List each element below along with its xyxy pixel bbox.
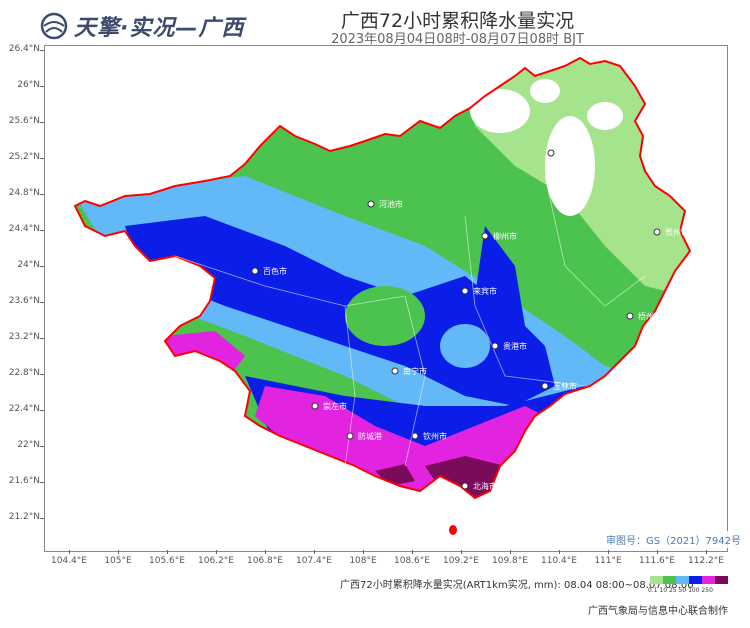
longitude-tick [69,550,70,554]
city-label: 防城港 [358,431,382,441]
latitude-tick [40,266,44,267]
city-label: 钦州市 [423,431,447,441]
legend-swatch [689,576,702,584]
longitude-label: 111.6°E [639,556,675,566]
longitude-label: 106.8°E [247,556,283,566]
city-markers: 桂林市 贺州市 柳州市 河池市 百色市 来宾市 贵港市 南宁市 崇左市 防城港 … [251,148,689,491]
legend-swatch [676,576,689,584]
longitude-label: 108°E [349,556,377,566]
longitude-tick [265,550,266,554]
city-label: 贵港市 [503,341,527,351]
latitude-tick [40,302,44,303]
legend-labels: 0.1 10 25 50 100 250 [648,587,713,594]
longitude-tick [412,550,413,554]
longitude-tick [559,550,560,554]
city-label: 玉林市 [553,381,577,391]
latitude-tick [40,122,44,123]
city-label: 百色市 [263,266,287,276]
latitude-tick [40,230,44,231]
latitude-tick [40,374,44,375]
city-label: 北海市 [473,481,497,491]
longitude-label: 105°E [104,556,132,566]
latitude-label: 24°N [17,260,40,270]
latitude-label: 24.4°N [8,224,40,234]
city-label: 桂林市 [559,148,583,158]
longitude-label: 106.2°E [198,556,234,566]
latitude-tick [40,338,44,339]
longitude-label: 108.6°E [394,556,430,566]
legend-swatch [650,576,663,584]
latitude-label: 24.8°N [8,188,40,198]
longitude-tick [118,550,119,554]
latitude-tick [40,194,44,195]
city-label: 南宁市 [403,366,427,376]
producer-credit: 广西气象局与信息中心联合制作 [588,606,728,617]
latitude-tick [40,86,44,87]
legend-swatch [702,576,715,584]
longitude-tick [314,550,315,554]
longitude-label: 111°E [594,556,622,566]
longitude-label: 109.2°E [443,556,479,566]
city-label: 柳州市 [493,231,517,241]
latitude-label: 21.2°N [8,512,40,522]
legend-swatch [663,576,676,584]
latitude-label: 25.6°N [8,116,40,126]
legend-description: 广西72小时累积降水量实况(ART1km实况, mm): 08.04 08:00… [340,580,694,591]
longitude-tick [608,550,609,554]
longitude-label: 112.2°E [688,556,724,566]
legend-swatch [715,576,728,584]
latitude-tick [40,518,44,519]
longitude-label: 110.4°E [541,556,577,566]
latitude-tick [40,158,44,159]
longitude-tick [216,550,217,554]
latitude-label: 23.6°N [8,296,40,306]
latitude-label: 22°N [17,440,40,450]
map-frame: 桂林市 贺州市 柳州市 河池市 百色市 来宾市 贵港市 南宁市 崇左市 防城港 … [44,45,728,552]
longitude-tick [461,550,462,554]
longitude-tick [706,550,707,554]
latitude-label: 25.2°N [8,152,40,162]
map-approval-number: 审图号：GS（2021）7942号 [602,531,745,548]
longitude-tick [167,550,168,554]
city-label: 河池市 [379,199,403,209]
latitude-tick [40,446,44,447]
city-label: 梧州市 [638,311,662,321]
longitude-label: 105.6°E [149,556,185,566]
map-title: 广西72小时累积降水量实况 [340,10,575,32]
city-label: 贺州市 [665,227,689,237]
longitude-tick [510,550,511,554]
precipitation-map: 桂林市 贺州市 柳州市 河池市 百色市 来宾市 贵港市 南宁市 崇左市 防城港 … [74,57,691,535]
latitude-tick [40,50,44,51]
longitude-label: 109.8°E [492,556,528,566]
map-subtitle: 2023年08月04日08时-08月07日08时 BJT [331,32,584,47]
latitude-label: 26°N [17,80,40,90]
city-label: 崇左市 [323,401,347,411]
longitude-tick [363,550,364,554]
longitude-tick [657,550,658,554]
longitude-label: 104.4°E [51,556,87,566]
latitude-label: 21.6°N [8,476,40,486]
latitude-label: 22.4°N [8,404,40,414]
logo: 天擎·实况—广西 [40,10,244,42]
latitude-label: 26.4°N [8,44,40,54]
globe-icon [40,12,68,40]
longitude-label: 107.4°E [296,556,332,566]
latitude-tick [40,410,44,411]
legend-colorbar [650,576,728,584]
city-label: 来宾市 [473,286,497,296]
latitude-label: 23.2°N [8,332,40,342]
latitude-tick [40,482,44,483]
logo-text: 天擎·实况—广西 [74,16,245,41]
latitude-label: 22.8°N [8,368,40,378]
